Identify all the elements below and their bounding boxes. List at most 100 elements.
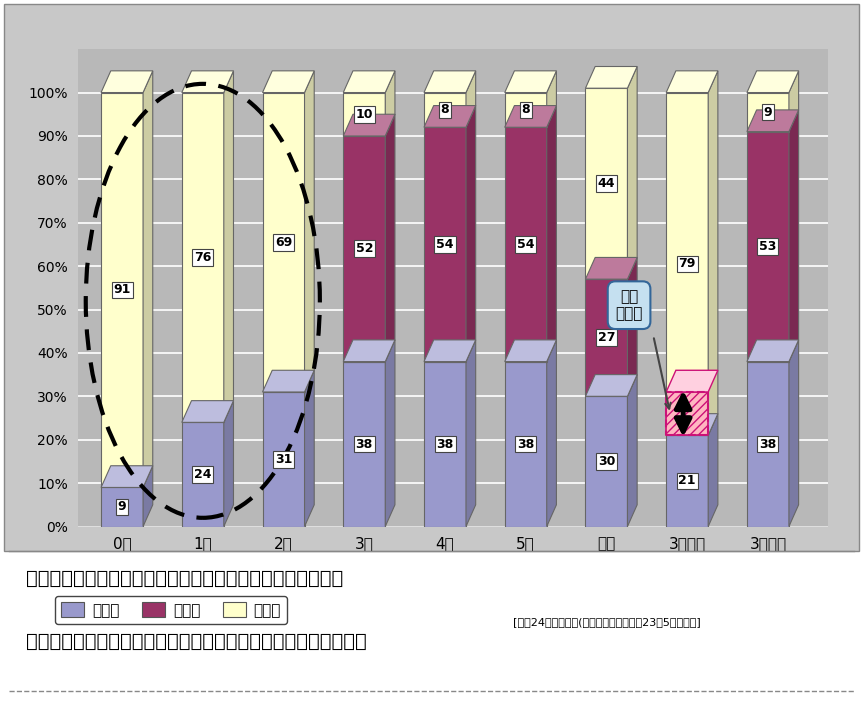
Polygon shape bbox=[466, 71, 476, 127]
Polygon shape bbox=[505, 71, 557, 93]
Polygon shape bbox=[789, 71, 798, 131]
Bar bbox=[101, 93, 143, 487]
Polygon shape bbox=[709, 71, 718, 435]
Text: 24: 24 bbox=[194, 468, 211, 481]
Bar bbox=[585, 279, 627, 397]
Polygon shape bbox=[505, 340, 557, 362]
Polygon shape bbox=[262, 370, 314, 392]
Text: 44: 44 bbox=[598, 177, 615, 190]
Bar bbox=[343, 362, 385, 526]
Text: 54: 54 bbox=[437, 238, 454, 251]
Polygon shape bbox=[343, 71, 395, 93]
Bar bbox=[505, 362, 547, 526]
Polygon shape bbox=[709, 413, 718, 526]
Polygon shape bbox=[747, 110, 798, 131]
Bar bbox=[424, 127, 466, 362]
Bar bbox=[262, 93, 305, 392]
Text: 53: 53 bbox=[759, 240, 777, 253]
Legend: 保育所, 幼稚園, 家庭等: 保育所, 幼稚園, 家庭等 bbox=[55, 596, 287, 624]
Polygon shape bbox=[789, 110, 798, 362]
Text: 30: 30 bbox=[598, 455, 615, 468]
Polygon shape bbox=[547, 105, 557, 362]
Polygon shape bbox=[385, 71, 395, 136]
Polygon shape bbox=[305, 370, 314, 526]
Polygon shape bbox=[666, 413, 718, 435]
Text: 10: 10 bbox=[356, 107, 373, 121]
Text: 「３１．５％」が、子どもを保育所に預けて就労することを希望: 「３１．５％」が、子どもを保育所に預けて就労することを希望 bbox=[26, 632, 367, 651]
Polygon shape bbox=[343, 340, 395, 362]
Polygon shape bbox=[224, 401, 234, 526]
Text: 8: 8 bbox=[441, 103, 450, 117]
Text: 31: 31 bbox=[274, 453, 293, 465]
Polygon shape bbox=[466, 105, 476, 362]
Polygon shape bbox=[585, 258, 637, 279]
Polygon shape bbox=[385, 114, 395, 362]
Polygon shape bbox=[182, 401, 234, 423]
Bar bbox=[747, 362, 789, 526]
Text: 79: 79 bbox=[678, 258, 696, 270]
Polygon shape bbox=[424, 105, 476, 127]
Text: 9: 9 bbox=[117, 501, 126, 513]
Text: 54: 54 bbox=[517, 238, 534, 251]
Polygon shape bbox=[585, 375, 637, 397]
Text: 平成２３年度に実施したニーズ調査において、３歳未満児の: 平成２３年度に実施したニーズ調査において、３歳未満児の bbox=[26, 569, 343, 588]
Polygon shape bbox=[627, 258, 637, 397]
Polygon shape bbox=[585, 67, 637, 88]
Polygon shape bbox=[385, 340, 395, 526]
Bar bbox=[585, 88, 627, 279]
Polygon shape bbox=[424, 71, 476, 93]
Bar bbox=[585, 397, 627, 526]
Text: 38: 38 bbox=[356, 437, 373, 451]
Polygon shape bbox=[627, 67, 637, 279]
Bar bbox=[666, 93, 709, 435]
Bar bbox=[666, 435, 709, 526]
Polygon shape bbox=[547, 340, 557, 526]
Text: 52: 52 bbox=[356, 242, 373, 256]
Polygon shape bbox=[747, 340, 798, 362]
Text: 8: 8 bbox=[521, 103, 530, 117]
Bar bbox=[424, 362, 466, 526]
Bar bbox=[343, 136, 385, 362]
Polygon shape bbox=[262, 71, 314, 93]
Polygon shape bbox=[305, 71, 314, 392]
Text: 91: 91 bbox=[113, 284, 131, 296]
Polygon shape bbox=[666, 370, 718, 392]
Bar bbox=[666, 392, 709, 435]
Polygon shape bbox=[547, 71, 557, 127]
Bar bbox=[505, 93, 547, 127]
Polygon shape bbox=[343, 114, 395, 136]
Text: 21: 21 bbox=[678, 475, 696, 487]
Polygon shape bbox=[789, 340, 798, 526]
Bar bbox=[182, 93, 224, 423]
Polygon shape bbox=[666, 71, 718, 93]
Text: 潜在
ニーズ: 潜在 ニーズ bbox=[615, 289, 643, 322]
Polygon shape bbox=[627, 375, 637, 526]
Text: 69: 69 bbox=[275, 236, 293, 249]
Bar bbox=[182, 423, 224, 526]
Polygon shape bbox=[182, 71, 234, 93]
Polygon shape bbox=[505, 105, 557, 127]
Bar bbox=[424, 93, 466, 127]
Polygon shape bbox=[143, 465, 153, 526]
Bar bbox=[343, 93, 385, 136]
Text: 38: 38 bbox=[517, 437, 534, 451]
Text: 38: 38 bbox=[437, 437, 454, 451]
Text: 76: 76 bbox=[194, 251, 211, 264]
Bar bbox=[747, 131, 789, 362]
Polygon shape bbox=[424, 340, 476, 362]
Polygon shape bbox=[466, 340, 476, 526]
Polygon shape bbox=[143, 71, 153, 487]
Bar bbox=[505, 127, 547, 362]
Bar bbox=[747, 93, 789, 131]
Polygon shape bbox=[101, 71, 153, 93]
Text: 38: 38 bbox=[759, 437, 777, 451]
Text: [平成24年４月現在(ただし幼稚園は平成23年5月現在）]: [平成24年４月現在(ただし幼稚園は平成23年5月現在）] bbox=[513, 617, 701, 627]
Bar bbox=[101, 487, 143, 526]
Polygon shape bbox=[747, 71, 798, 93]
Text: 27: 27 bbox=[598, 331, 615, 344]
Polygon shape bbox=[101, 465, 153, 487]
Polygon shape bbox=[224, 71, 234, 423]
Text: 9: 9 bbox=[764, 105, 772, 119]
Bar bbox=[666, 392, 709, 435]
Bar bbox=[262, 392, 305, 526]
